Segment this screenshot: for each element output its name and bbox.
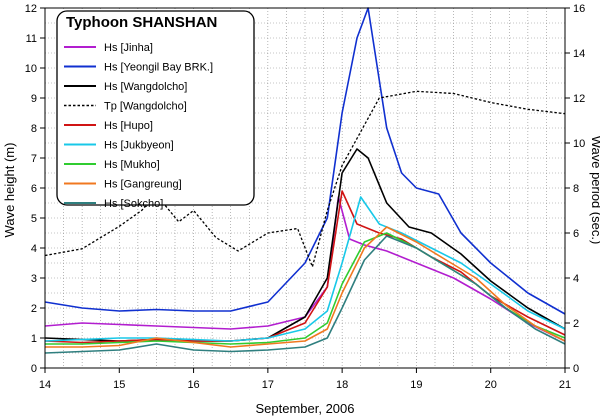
y-tick-label: 10 bbox=[25, 63, 37, 75]
y2-tick-label: 6 bbox=[573, 228, 579, 240]
legend-title: Typhoon SHANSHAN bbox=[66, 14, 217, 31]
legend-items: Hs [Jinha] Hs [Yeongil Bay BRK.] Hs [Wangd… bbox=[64, 42, 213, 210]
x-axis-title: September, 2006 bbox=[255, 401, 354, 416]
x-tick-label: 18 bbox=[336, 379, 348, 391]
y-tick-label: 6 bbox=[31, 183, 37, 195]
y-tick-label: 9 bbox=[31, 93, 37, 105]
y2-tick-label: 8 bbox=[573, 183, 579, 195]
y2-tick-label: 12 bbox=[573, 93, 585, 105]
y-tick-label: 4 bbox=[31, 243, 37, 255]
y-tick-label: 12 bbox=[25, 3, 37, 15]
series-line: Hs [Sokcho] bbox=[44, 235, 566, 354]
legend-label: Hs [Mukho] bbox=[104, 159, 160, 171]
x-tick-label: 21 bbox=[559, 379, 571, 391]
y2-tick-label: 14 bbox=[573, 48, 585, 60]
y-tick-label: 11 bbox=[26, 33, 37, 45]
y-tick-label: 7 bbox=[31, 153, 37, 165]
legend: Typhoon SHANSHAN Hs [Jinha] Hs [Yeongil B… bbox=[56, 10, 255, 210]
y-tick-label: 5 bbox=[31, 213, 37, 225]
series-line: Hs [Yeongil Bay BRK.] bbox=[44, 7, 566, 315]
legend-label: Hs [Jukbyeon] bbox=[104, 140, 174, 152]
legend-label: Hs [Wangdolcho] bbox=[104, 81, 187, 93]
legend-label: Hs [Hupo] bbox=[104, 120, 153, 132]
legend-label: Hs [Gangreung] bbox=[104, 179, 182, 191]
y2-tick-label: 10 bbox=[573, 138, 585, 150]
x-tick-label: 19 bbox=[410, 379, 422, 391]
x-tick-label: 15 bbox=[113, 379, 125, 391]
y2-tick-label: 16 bbox=[573, 3, 585, 15]
x-tick-label: 20 bbox=[485, 379, 497, 391]
legend-label: Tp [Wangdolcho] bbox=[104, 101, 187, 113]
x-tick-label: 16 bbox=[187, 379, 199, 391]
legend-label: Hs [Yeongil Bay BRK.] bbox=[104, 62, 213, 74]
series-line: Tp [Wangdolcho] bbox=[44, 90, 566, 268]
y2-tick-label: 4 bbox=[573, 273, 579, 285]
x-tick-label: 14 bbox=[39, 379, 51, 391]
x-tick-label: 17 bbox=[262, 379, 274, 391]
axis-ticks: 14 15 16 17 18 19 20 21012345678910111202468101… bbox=[25, 3, 586, 391]
y2-tick-label: 0 bbox=[573, 363, 579, 375]
legend-label: Hs [Sokcho] bbox=[104, 198, 163, 210]
y2-tick-label: 2 bbox=[573, 318, 579, 330]
y2-axis-title: Wave period (sec.) bbox=[589, 136, 600, 245]
y-axis-title: Wave height (m) bbox=[2, 143, 17, 238]
legend-box bbox=[56, 10, 255, 206]
y-tick-label: 1 bbox=[31, 333, 37, 345]
series-line: Hs [Gangreung] bbox=[45, 226, 566, 348]
y-tick-label: 0 bbox=[31, 363, 37, 375]
series-group: Hs [Jinha] Hs [Yeongil Bay BRK.] Hs [Wangd… bbox=[44, 7, 566, 354]
y-tick-label: 3 bbox=[31, 273, 37, 285]
y-tick-label: 2 bbox=[31, 303, 37, 315]
series-line: Hs [Jukbyeon] bbox=[44, 196, 566, 342]
y-tick-label: 8 bbox=[31, 123, 37, 135]
legend-label: Hs [Jinha] bbox=[104, 42, 153, 54]
